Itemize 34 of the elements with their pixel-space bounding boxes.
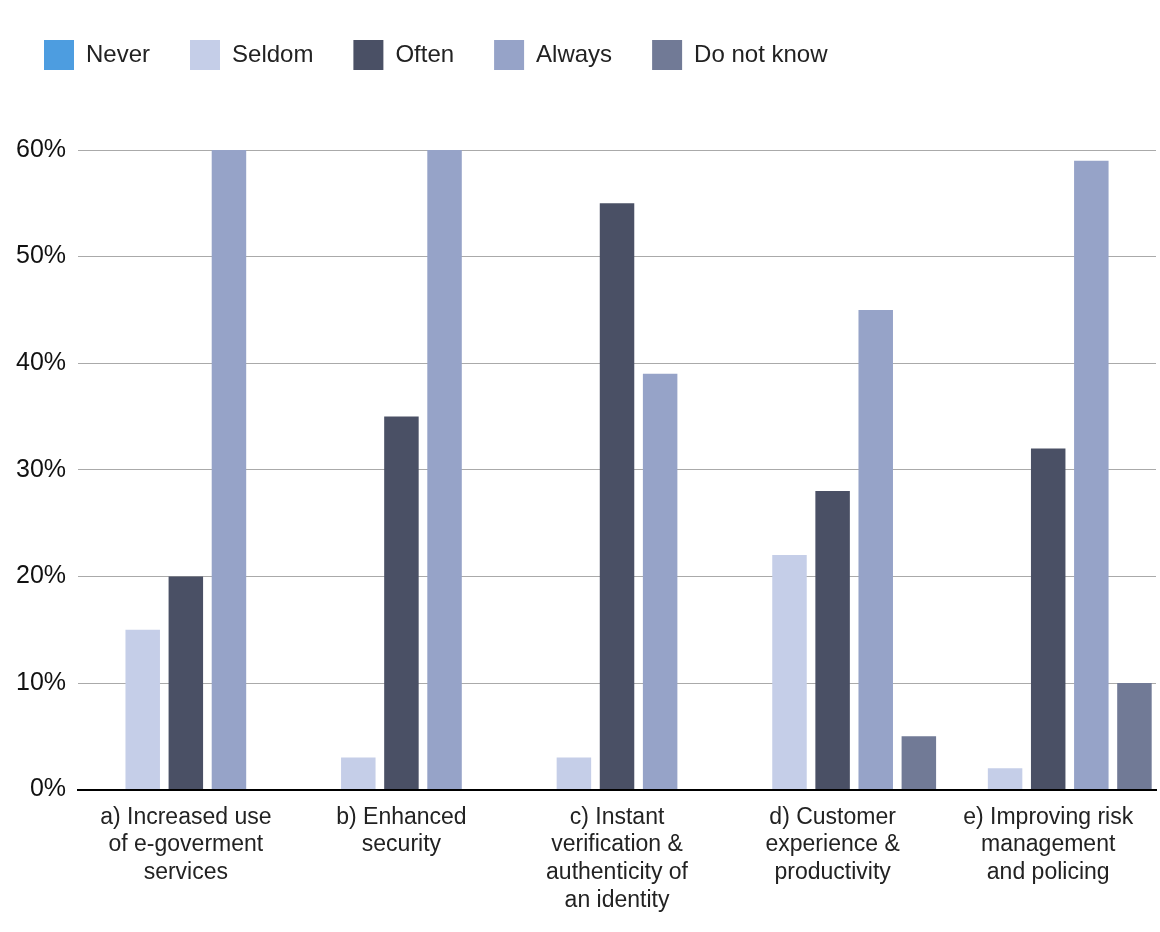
bar [427,150,462,790]
bar [341,757,376,790]
legend-label: Often [395,39,455,67]
y-tick-label: 0% [29,773,67,802]
bar [1117,683,1152,790]
bar [987,768,1023,790]
y-tick-label: 10% [15,666,67,695]
legend-label: Never [86,39,151,67]
bar [858,309,893,790]
x-tick-label: a) Increased use of e-goverment services [100,802,272,884]
y-tick-label: 60% [15,133,67,162]
x-tick-label: b) Enhanced security [336,802,467,857]
bar [901,736,937,790]
legend-label: Always [536,39,613,67]
bar [168,576,204,790]
legend-label: Seldom [232,39,314,67]
bar [815,491,850,790]
legend-label: Do not know [694,39,829,67]
bar [384,416,419,790]
y-tick-label: 50% [15,240,67,269]
x-tick-label: c) Instant verification & authenticity of an identity [546,802,689,912]
y-tick-label: 20% [15,560,67,589]
bar [1074,160,1109,790]
bar [556,757,592,790]
y-tick-label: 40% [15,347,67,376]
x-tick-label: e) Improving risk management and policing [963,802,1134,884]
bar [772,555,807,790]
bar [599,203,635,790]
bar [1030,448,1066,790]
bar [211,150,247,790]
bar [125,629,160,790]
x-tick-label: d) Customer experience & productivity [765,802,900,884]
y-tick-label: 30% [15,453,67,482]
bar [642,373,678,790]
